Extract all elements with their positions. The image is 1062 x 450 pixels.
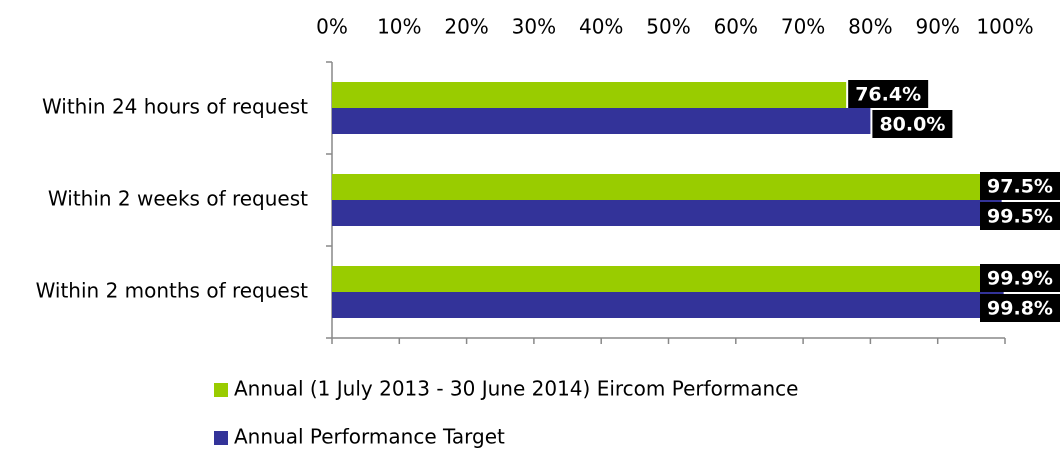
data-label: 99.5%	[987, 206, 1053, 228]
data-label: 99.8%	[987, 298, 1053, 320]
legend-label: Annual (1 July 2013 - 30 June 2014) Eirc…	[234, 377, 798, 401]
x-tick-label: 80%	[848, 15, 892, 39]
x-tick-label: 100%	[976, 15, 1033, 39]
data-label-box	[980, 202, 1060, 230]
bar	[332, 292, 1004, 318]
bar	[332, 82, 847, 108]
legend-label: Annual Performance Target	[234, 425, 505, 449]
data-label-box	[848, 80, 929, 108]
x-tick-label: 40%	[579, 15, 623, 39]
bar	[332, 266, 1005, 292]
legend-swatch	[214, 383, 228, 397]
x-tick-label: 50%	[646, 15, 690, 39]
x-tick-label: 90%	[915, 15, 959, 39]
x-tick-label: 70%	[781, 15, 825, 39]
data-label-box	[980, 264, 1060, 292]
data-label: 99.9%	[987, 268, 1053, 290]
x-tick-label: 60%	[714, 15, 758, 39]
legend-swatch	[214, 431, 228, 445]
bar	[332, 174, 989, 200]
data-label: 76.4%	[855, 84, 921, 106]
y-tick-label: Within 2 weeks of request	[48, 187, 308, 211]
data-label-box	[872, 110, 953, 138]
y-tick-label: Within 24 hours of request	[42, 95, 308, 119]
x-tick-label: 30%	[512, 15, 556, 39]
x-tick-label: 20%	[444, 15, 488, 39]
y-tick-label: Within 2 months of request	[36, 279, 309, 303]
bar	[332, 200, 1002, 226]
bar	[332, 108, 871, 134]
x-tick-label: 10%	[377, 15, 421, 39]
data-label: 80.0%	[879, 114, 945, 136]
data-label-box	[980, 294, 1060, 322]
data-label: 97.5%	[987, 176, 1053, 198]
x-tick-label: 0%	[316, 15, 348, 39]
data-label-box	[980, 172, 1060, 200]
